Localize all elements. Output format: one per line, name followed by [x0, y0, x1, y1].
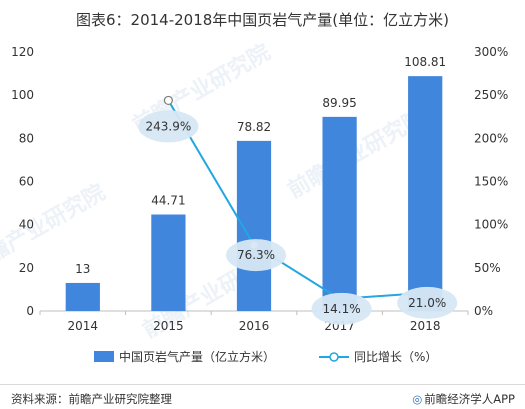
chart-legend: 中国页岩气产量（亿立方米） 同比增长（%） — [94, 349, 437, 364]
y-left-tick-label: 0 — [26, 304, 34, 318]
growth-label-bubble — [311, 292, 372, 325]
x-tick-label: 2015 — [153, 319, 184, 333]
growth-value-label: 21.0% — [408, 296, 446, 310]
y-left-tick-label: 40 — [19, 218, 34, 232]
y-left-tick-label: 80 — [19, 131, 34, 145]
bar-value-label: 44.71 — [151, 194, 185, 208]
bar-value-label: 108.81 — [404, 55, 446, 69]
bar-value-label: 89.95 — [322, 96, 356, 110]
footer: 资料来源：前瞻产业研究院整理 ◎ 前瞻经济学人APP — [0, 384, 525, 409]
growth-label-bubble — [138, 110, 199, 143]
y-right-tick-label: 100% — [474, 218, 508, 232]
y-right-tick-label: 250% — [474, 88, 508, 102]
y-right-tick-label: 200% — [474, 131, 508, 145]
qianzhan-logo-icon: ◎ — [412, 392, 423, 406]
brand: ◎ 前瞻经济学人APP — [412, 391, 515, 407]
y-left-tick-label: 120 — [11, 45, 34, 59]
data-labels: 13 44.71 78.82 89.95 108.81 243.9% 76.3% 14.1% 2… — [75, 55, 458, 325]
x-tick-label: 2016 — [239, 319, 270, 333]
x-tick-label: 2014 — [68, 319, 99, 333]
bar-series — [65, 76, 443, 312]
bar — [151, 214, 186, 311]
y-right-tick-label: 0% — [474, 304, 493, 318]
legend-bar-label: 中国页岩气产量（亿立方米） — [119, 349, 275, 364]
bar-value-label: 13 — [75, 262, 90, 276]
source-text: 资料来源：前瞻产业研究院整理 — [11, 392, 172, 406]
growth-label-bubble — [397, 286, 458, 319]
chart-title: 图表6：2014-2018年中国页岩气产量(单位：亿立方米) — [75, 11, 449, 29]
chart-axes: 0 20 40 60 80 100 120 0% 50% 100% 150% 200% 250% 300%… — [11, 45, 508, 333]
bar-value-label: 78.82 — [237, 120, 271, 134]
growth-value-label: 243.9% — [146, 119, 192, 133]
watermark-text: 前瞻产业研究院 — [0, 179, 110, 279]
bar — [322, 116, 357, 312]
growth-value-label: 14.1% — [323, 302, 361, 316]
y-right-tick-label: 50% — [474, 261, 501, 275]
legend-line-label: 同比增长（%） — [354, 350, 437, 364]
bar — [408, 76, 443, 311]
growth-label-bubble — [226, 239, 286, 272]
bar — [65, 282, 100, 311]
growth-value-label: 76.3% — [237, 248, 275, 262]
y-left-tick-label: 100 — [11, 88, 34, 102]
y-left-tick-label: 20 — [19, 261, 34, 275]
line-point — [163, 95, 173, 106]
legend-line-marker — [329, 352, 339, 362]
brand-text: 前瞻经济学人APP — [424, 392, 515, 406]
y-right-tick-label: 300% — [474, 45, 508, 59]
y-left-tick-label: 60 — [19, 175, 34, 189]
x-tick-label: 2018 — [410, 319, 441, 333]
legend-bar-swatch — [94, 351, 114, 362]
growth-line — [167, 99, 426, 300]
y-right-tick-label: 150% — [474, 175, 508, 189]
